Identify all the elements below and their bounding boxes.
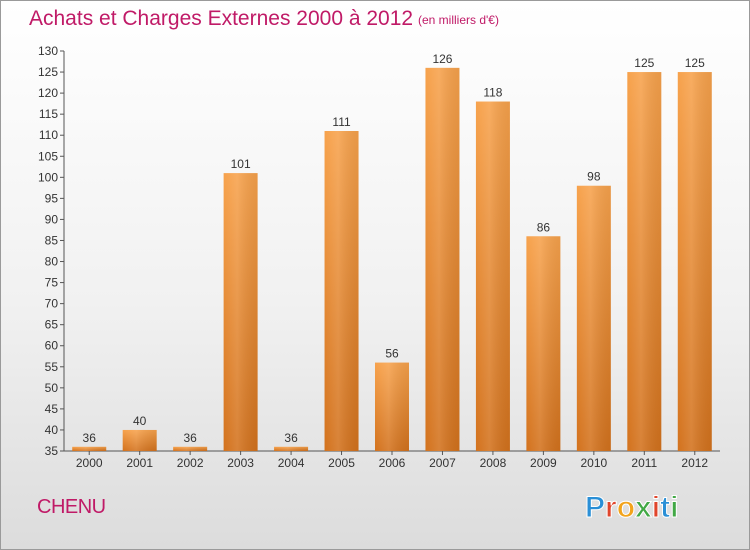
y-tick-label: 65 <box>45 318 59 332</box>
value-label-2010: 98 <box>587 170 601 184</box>
chart-unit: (en milliers d'€) <box>418 13 499 27</box>
value-label-2004: 36 <box>284 431 298 445</box>
logo-text: Proxiti <box>585 491 678 524</box>
y-tick-label: 45 <box>45 402 59 416</box>
y-tick-label: 95 <box>45 191 59 205</box>
x-tick-label-2011: 2011 <box>631 456 657 470</box>
y-tick-label: 125 <box>38 65 58 79</box>
value-label-2006: 56 <box>385 347 399 361</box>
x-tick-label-2009: 2009 <box>530 456 557 470</box>
y-tick-label: 35 <box>45 444 59 458</box>
value-label-2000: 36 <box>83 431 97 445</box>
y-tick-label: 105 <box>38 149 58 163</box>
value-label-2001: 40 <box>133 414 147 428</box>
y-tick-label: 60 <box>45 339 59 353</box>
chart-title: Achats et Charges Externes 2000 à 2012 <box>29 7 414 30</box>
bar-shine-2001 <box>122 429 157 451</box>
bar-shine-2003 <box>223 173 258 451</box>
y-tick-label: 120 <box>38 86 58 100</box>
bar-shine-2011 <box>627 72 662 451</box>
x-tick-label-2004: 2004 <box>278 456 305 470</box>
y-tick-label: 85 <box>45 233 59 247</box>
x-tick-label-2005: 2005 <box>328 456 355 470</box>
value-label-2007: 126 <box>432 52 452 66</box>
x-tick-label-2002: 2002 <box>177 456 204 470</box>
value-label-2011: 125 <box>634 56 654 70</box>
value-labels: 36 40 36 101 36 111 56 126 118 86 98 125 125 <box>83 52 706 445</box>
value-label-2005: 111 <box>332 115 351 129</box>
x-tick-label-2001: 2001 <box>126 456 153 470</box>
y-tick-label: 75 <box>45 276 59 290</box>
bar-shine-2009 <box>526 236 561 451</box>
bars <box>72 67 712 452</box>
city-name: CHENU <box>37 496 106 518</box>
x-tick-label-2007: 2007 <box>429 456 456 470</box>
y-tick-label: 115 <box>39 107 58 121</box>
x-tick-label-2010: 2010 <box>580 456 607 470</box>
y-tick-label: 130 <box>38 44 58 58</box>
y-tick-label: 55 <box>45 360 59 374</box>
y-tick-label: 100 <box>38 170 58 184</box>
value-label-2002: 36 <box>183 431 197 445</box>
x-tick-label-2000: 2000 <box>76 456 103 470</box>
bar-shine-2007 <box>425 67 460 451</box>
y-tick-label: 110 <box>39 128 58 142</box>
bar-chart: 35 40 45 50 55 60 65 70 75 80 85 90 95 100 105 110 115 12… <box>38 44 720 470</box>
value-label-2003: 101 <box>231 157 251 171</box>
value-label-2012: 125 <box>685 56 705 70</box>
value-label-2009: 86 <box>537 220 551 234</box>
y-tick-label: 50 <box>45 381 59 395</box>
bar-shine-2006 <box>375 362 409 451</box>
value-label-2008: 118 <box>483 86 502 100</box>
bar-shine-2002 <box>173 446 208 451</box>
x-tick-label-2012: 2012 <box>681 456 708 470</box>
proxiti-logo: Proxiti <box>585 491 679 525</box>
bar-shine-2004 <box>274 446 309 451</box>
bar-shine-2010 <box>576 185 611 451</box>
x-tick-label-2008: 2008 <box>480 456 507 470</box>
bar-shine-2012 <box>677 72 712 451</box>
y-tick-label: 90 <box>45 212 59 226</box>
x-tick-label-2006: 2006 <box>379 456 406 470</box>
bar-shine-2008 <box>475 101 510 452</box>
bar-shine-2000 <box>72 446 107 451</box>
x-tick-label-2003: 2003 <box>227 456 254 470</box>
y-tick-label: 40 <box>45 423 59 437</box>
y-tick-label: 70 <box>45 297 59 311</box>
y-tick-label: 80 <box>45 255 59 269</box>
bar-shine-2005 <box>324 131 359 451</box>
